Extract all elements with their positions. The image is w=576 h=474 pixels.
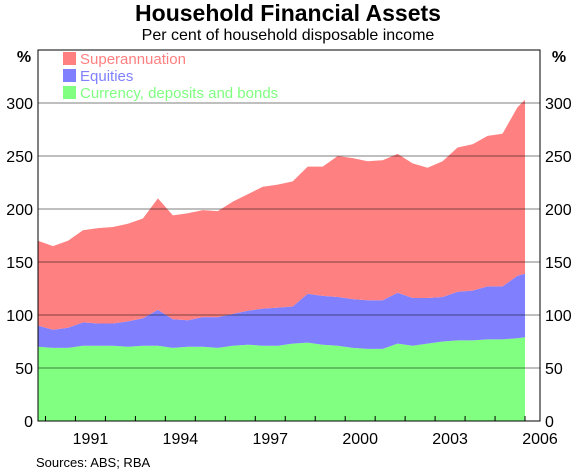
y-tick-label-right: 300 bbox=[545, 96, 572, 113]
x-tick-label: 2006 bbox=[522, 431, 558, 448]
y-tick-label-right: 250 bbox=[545, 149, 572, 166]
x-tick-label: 1991 bbox=[73, 431, 109, 448]
area-layers bbox=[38, 99, 525, 421]
y-tick-label-left: 200 bbox=[6, 202, 33, 219]
source-note: Sources: ABS; RBA bbox=[36, 455, 150, 470]
x-tick-label: 2003 bbox=[432, 431, 468, 448]
x-tick-label: 2000 bbox=[342, 431, 378, 448]
y-tick-label-left: 150 bbox=[6, 255, 33, 272]
area-0 bbox=[38, 337, 525, 421]
plot-frame bbox=[37, 49, 541, 422]
legend-swatch bbox=[63, 86, 76, 99]
legend-label: Equities bbox=[80, 68, 133, 85]
y-tick-label-right: 0 bbox=[545, 414, 554, 431]
y-unit-right: % bbox=[552, 49, 566, 66]
legend-swatch bbox=[63, 52, 76, 65]
y-tick-label-left: 0 bbox=[24, 414, 33, 431]
x-tick-label: 1997 bbox=[252, 431, 288, 448]
area-2 bbox=[38, 99, 525, 330]
y-tick-label-left: 50 bbox=[15, 361, 33, 378]
chart-subtitle: Per cent of household disposable income bbox=[142, 27, 435, 44]
y-tick-label-left: 250 bbox=[6, 149, 33, 166]
legend-label: Superannuation bbox=[80, 51, 186, 68]
y-tick-label-right: 50 bbox=[545, 361, 563, 378]
x-tick-label: 1994 bbox=[163, 431, 199, 448]
y-unit-left: % bbox=[17, 49, 31, 66]
y-axis-ticks: 0 0 50 50 100 100 150 150 200 200 250 250 300 300 bbox=[6, 96, 572, 431]
y-tick-label-left: 100 bbox=[6, 308, 33, 325]
grid-lines bbox=[38, 102, 540, 369]
area-1 bbox=[38, 273, 525, 349]
y-tick-label-right: 150 bbox=[545, 255, 572, 272]
y-tick-label-right: 100 bbox=[545, 308, 572, 325]
legend-label: Currency, deposits and bonds bbox=[80, 85, 278, 102]
x-axis-ticks: 1991 1994 1997 2000 2003 2006 bbox=[44, 416, 558, 448]
y-tick-label-right: 200 bbox=[545, 202, 572, 219]
chart-title: Household Financial Assets bbox=[135, 0, 441, 26]
legend-swatch bbox=[63, 69, 76, 82]
y-tick-label-left: 300 bbox=[6, 96, 33, 113]
